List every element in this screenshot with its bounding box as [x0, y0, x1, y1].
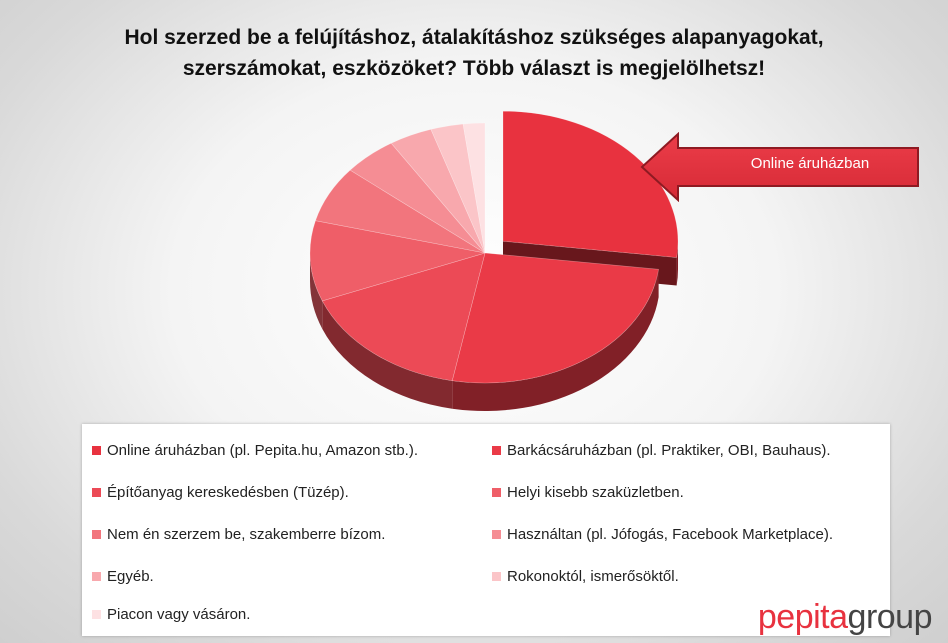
pie-slice-side-0	[676, 241, 679, 286]
pie-slice-side-2	[322, 300, 453, 409]
legend-item-helyi: Helyi kisebb szaküzletben.	[492, 484, 684, 501]
pie-slice-4	[315, 169, 486, 254]
callout-arrow	[640, 132, 919, 202]
chart-title-line-2: szerszámokat, eszközöket? Több választ i…	[182, 57, 766, 80]
legend-label: Helyi kisebb szaküzletben.	[507, 484, 684, 501]
legend-label: Nem én szerzem be, szakemberre bízom.	[107, 526, 386, 543]
pie-slice-2	[321, 252, 486, 382]
pie-tops	[309, 110, 679, 384]
legend-item-szakember: Nem én szerzem be, szakemberre bízom.	[92, 526, 385, 543]
legend-swatch	[92, 572, 101, 581]
pie-slice-1	[451, 252, 659, 384]
legend-item-barkacs: Barkácsáruházban (pl. Praktiker, OBI, Ba…	[492, 442, 831, 459]
logo-part-group: group	[847, 598, 933, 636]
legend-swatch	[92, 488, 101, 497]
legend-swatch	[492, 488, 501, 497]
legend-swatch	[492, 530, 501, 539]
legend-swatch	[492, 446, 501, 455]
legend-item-rokonok: Rokonoktól, ismerősöktől.	[492, 568, 679, 585]
pie-slice-7	[430, 123, 486, 254]
pie-slice-8	[462, 122, 486, 254]
legend-item-piac: Piacon vagy vásáron.	[92, 606, 250, 623]
legend-label: Barkácsáruházban (pl. Praktiker, OBI, Ba…	[507, 442, 831, 459]
pie-slice-6	[390, 129, 486, 254]
legend-item-epitoanyag: Építőanyag kereskedésben (Tüzép).	[92, 484, 349, 501]
legend-item-egyeb: Egyéb.	[92, 568, 154, 585]
pie-slice-side-3	[310, 253, 323, 329]
legend-swatch	[492, 572, 501, 581]
pepitagroup-logo: pepitagroup	[757, 598, 933, 637]
legend-label: Rokonoktól, ismerősöktől.	[507, 568, 679, 585]
chart-title-line-1: Hol szerzed be a felújításhoz, átalakítá…	[124, 26, 824, 49]
pie-slice-3	[309, 220, 486, 302]
legend-label: Használtan (pl. Jófogás, Facebook Market…	[507, 526, 833, 543]
pie-slice-5	[349, 142, 486, 254]
legend: Online áruházban (pl. Pepita.hu, Amazon …	[82, 424, 890, 636]
legend-swatch	[92, 530, 101, 539]
logo-part-pepita: pepita	[757, 598, 848, 636]
legend-label: Építőanyag kereskedésben (Tüzép).	[107, 484, 349, 501]
legend-label: Piacon vagy vásáron.	[107, 606, 251, 623]
pie-slice-side-1	[452, 269, 659, 411]
pie-slice-0	[502, 110, 679, 258]
legend-label: Egyéb.	[107, 568, 154, 585]
legend-swatch	[92, 610, 101, 619]
callout-label: Online áruházban	[750, 155, 870, 172]
legend-item-online: Online áruházban (pl. Pepita.hu, Amazon …	[92, 442, 418, 459]
legend-item-hasznaltan: Használtan (pl. Jófogás, Facebook Market…	[492, 526, 833, 543]
legend-swatch	[92, 446, 101, 455]
chart-title: Hol szerzed be a felújításhoz, átalakítá…	[60, 22, 888, 84]
legend-label: Online áruházban (pl. Pepita.hu, Amazon …	[107, 442, 419, 459]
